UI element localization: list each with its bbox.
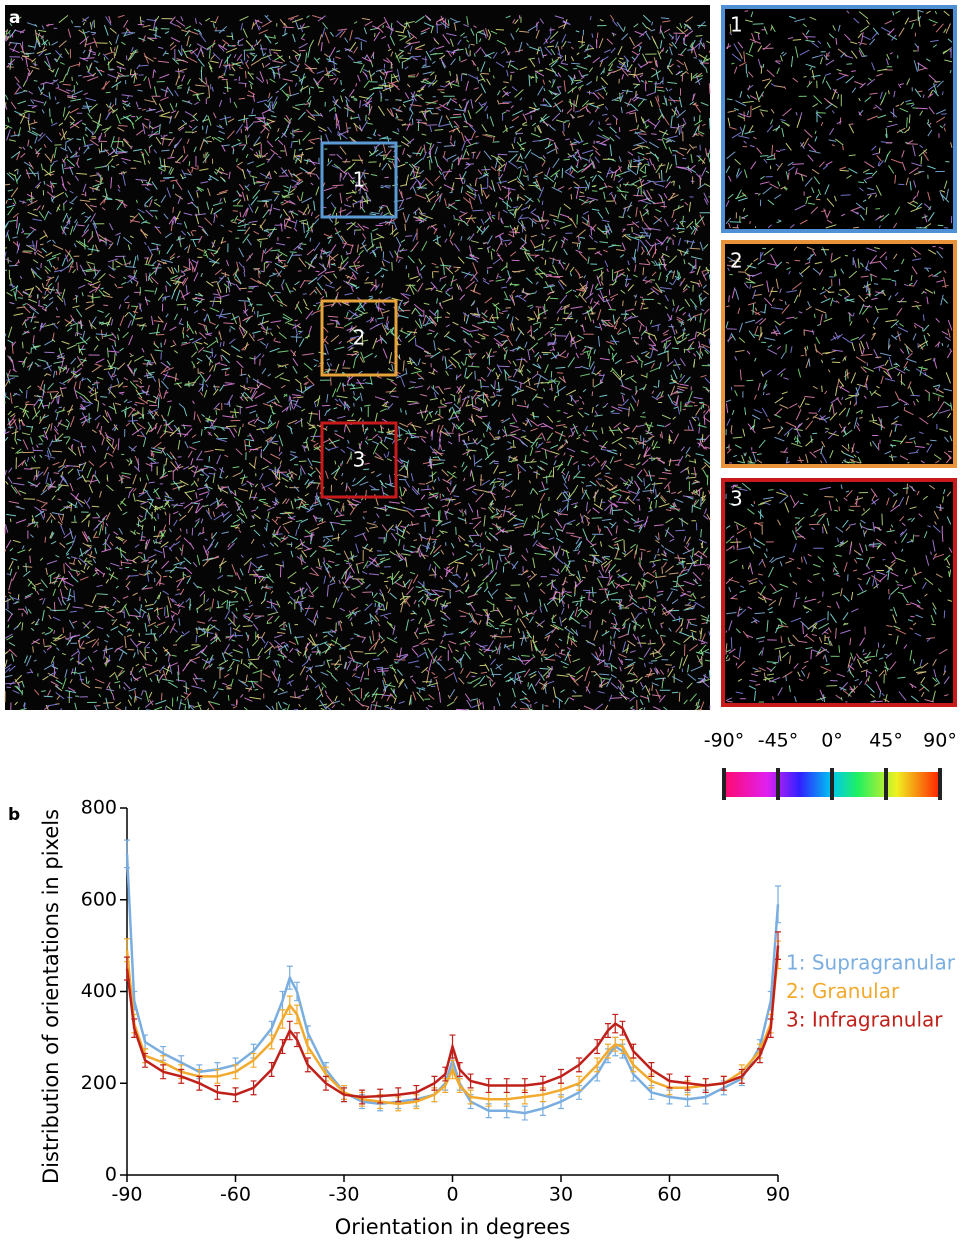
neurite-texture [4, 14, 711, 711]
neurite-texture [725, 489, 952, 703]
legend-entry: 2: Granular [786, 979, 900, 1003]
y-tick-label: 800 [81, 797, 117, 819]
region-label: 2 [353, 326, 366, 350]
x-tick-label: -30 [328, 1184, 359, 1206]
x-tick-label: -60 [220, 1184, 251, 1206]
neurite-texture [725, 484, 944, 703]
neurite-texture [726, 10, 932, 229]
neurite-texture [4, 15, 711, 711]
neurite-texture [725, 484, 950, 702]
region-label: 3 [353, 448, 366, 472]
neurite-texture [730, 487, 946, 697]
neurite-texture [725, 484, 953, 703]
region-box [320, 299, 398, 377]
neurite-texture [725, 9, 949, 225]
colorbar-label: 90° [923, 730, 957, 752]
neurite-texture [725, 260, 952, 464]
neurite-texture [725, 11, 953, 229]
colorbar-label: 0° [821, 730, 843, 752]
neurite-texture [726, 247, 953, 464]
x-tick-label: 90 [766, 1184, 790, 1206]
neurite-texture [4, 15, 711, 711]
neurite-texture [725, 10, 953, 229]
series-line [125, 950, 780, 1106]
region-box [320, 421, 398, 499]
neurite-texture [732, 247, 949, 464]
x-tick-label: 0 [446, 1184, 458, 1206]
colorbar-label: 45° [869, 730, 903, 752]
region-label: 1 [353, 168, 366, 192]
y-axis-title: Distribution of orientations in pixels [39, 809, 63, 1184]
inset-frame [721, 478, 957, 707]
neurite-texture [731, 10, 949, 215]
neurite-texture [4, 14, 711, 711]
x-tick-label: 60 [657, 1184, 681, 1206]
neurite-texture [726, 248, 941, 464]
y-tick-label: 400 [81, 980, 117, 1002]
legend-entry: 3: Infragranular [786, 1008, 943, 1032]
neurite-texture [725, 250, 953, 464]
neurite-texture [737, 249, 952, 464]
x-axis-title: Orientation in degrees [335, 1215, 571, 1239]
inset-label: 3 [730, 487, 743, 511]
colorbar-label: -90° [704, 730, 745, 752]
neurite-texture [725, 489, 951, 703]
neurite-texture [4, 16, 711, 711]
legend-entry: 1: Supragranular [786, 951, 956, 975]
y-tick-label: 0 [105, 1164, 117, 1186]
neurite-texture [725, 28, 940, 229]
x-tick-label: -90 [111, 1184, 142, 1206]
series [124, 931, 781, 1105]
inset-label: 2 [730, 249, 743, 273]
neurite-texture [727, 19, 953, 229]
neurite-texture [727, 11, 952, 227]
neurite-texture [725, 488, 949, 703]
main-image [5, 5, 710, 710]
series-line [125, 945, 780, 1099]
inset-label: 1 [730, 13, 743, 37]
neurite-texture [729, 246, 944, 464]
inset-image [724, 8, 954, 230]
neurite-texture [725, 245, 953, 464]
neurite-texture [733, 485, 952, 703]
neurite-texture [731, 17, 952, 229]
neurite-texture [729, 258, 944, 464]
neurite-texture [4, 15, 711, 711]
neurite-texture [4, 15, 711, 711]
microscopy-image [4, 5, 954, 711]
neurite-texture [725, 247, 953, 464]
inset-frame [721, 240, 957, 468]
neurite-texture [726, 247, 953, 464]
colorbar-label: -45° [758, 730, 799, 752]
series [124, 938, 781, 1112]
panel-label: a [9, 8, 20, 28]
neurite-texture [734, 10, 953, 228]
y-tick-label: 200 [81, 1072, 117, 1094]
neurite-texture [725, 482, 930, 703]
neurite-texture [729, 23, 946, 229]
inset-frame [721, 5, 957, 233]
x-tick-label: 30 [549, 1184, 573, 1206]
y-tick-label: 600 [81, 888, 117, 910]
panel-label: b [8, 805, 20, 825]
neurite-texture [725, 483, 952, 703]
region-box [320, 141, 398, 219]
